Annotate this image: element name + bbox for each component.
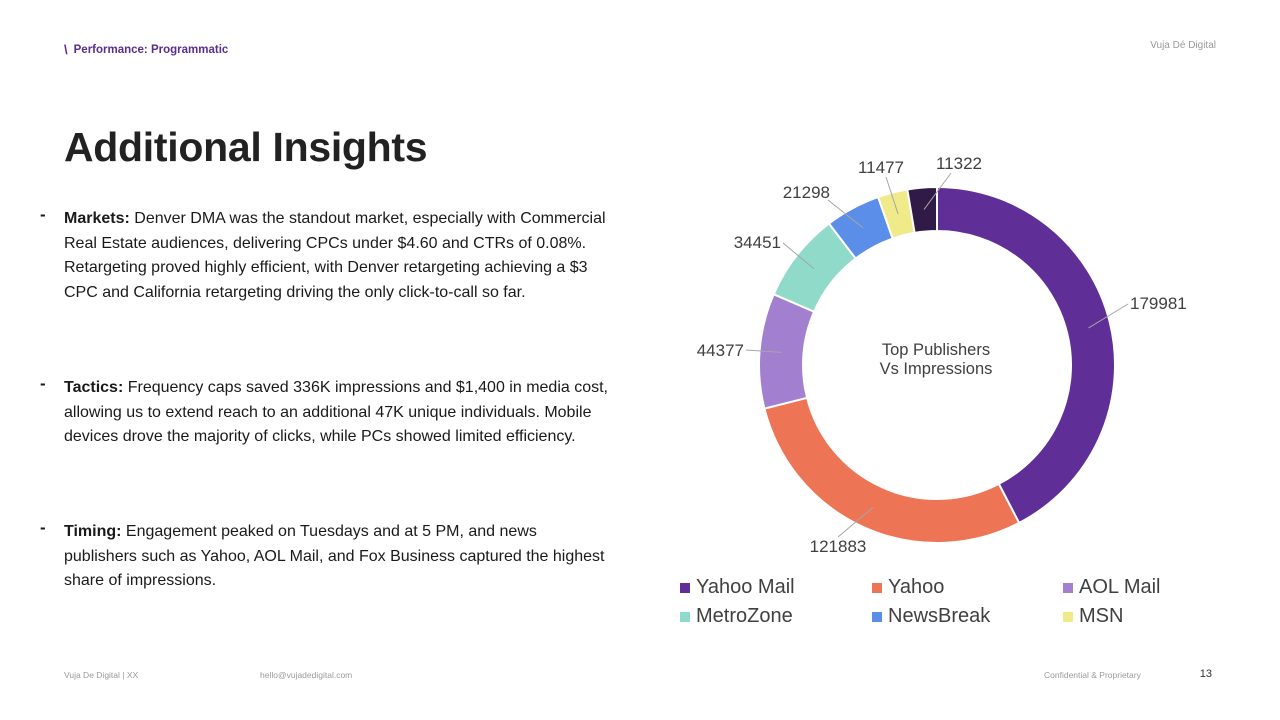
legend-swatch xyxy=(1063,582,1073,593)
bullet-body: Engagement peaked on Tuesdays and at 5 P… xyxy=(64,523,605,589)
data-label-metrozone: 34451 xyxy=(734,233,781,252)
dash-icon: - xyxy=(40,374,46,393)
bullet-timing: - Timing: Engagement peaked on Tuesdays … xyxy=(40,518,610,594)
section-tag: \ Performance: Programmatic xyxy=(64,42,228,57)
data-label-msn: 11477 xyxy=(858,158,904,177)
bullet-body: Frequency caps saved 336K impressions an… xyxy=(64,379,608,445)
leader-line-metrozone xyxy=(782,242,815,270)
legend-item-yahoo-mail: Yahoo Mail xyxy=(680,576,795,599)
legend-item-metrozone: MetroZone xyxy=(680,605,793,628)
bullet-label: Timing: xyxy=(64,523,122,540)
bullet-markets: - Markets: Denver DMA was the standout m… xyxy=(40,205,610,305)
legend-swatch xyxy=(680,582,690,593)
footer-brand: Vuja De Digital | XX xyxy=(64,670,139,680)
legend-item-aol-mail: AOL Mail xyxy=(1063,576,1161,599)
legend-swatch xyxy=(680,611,690,622)
bullet-label: Markets: xyxy=(64,210,130,227)
legend-label: AOL Mail xyxy=(1079,576,1161,598)
section-slash-icon: \ xyxy=(64,42,68,57)
leader-line-aol-mail xyxy=(745,349,782,353)
legend-label: MSN xyxy=(1079,605,1124,627)
data-label-newsbreak: 21298 xyxy=(783,183,830,202)
legend-swatch xyxy=(1063,611,1073,622)
dash-icon: - xyxy=(40,518,46,537)
slices-group xyxy=(758,185,1116,544)
dash-icon: - xyxy=(40,205,46,224)
legend-item-yahoo: Yahoo xyxy=(872,576,944,599)
leader-lines-group xyxy=(745,172,1129,538)
legend-swatch xyxy=(872,611,882,622)
legend-item-msn: MSN xyxy=(1063,605,1123,628)
section-label: Performance: Programmatic xyxy=(73,43,229,56)
data-label-yahoo-mail: 179981 xyxy=(1130,294,1187,313)
bullet-text: Markets: Denver DMA was the standout mar… xyxy=(64,207,610,305)
legend-label: NewsBreak xyxy=(888,605,991,627)
brand-name: Vuja Dé Digital xyxy=(1150,40,1216,51)
legend-label: Yahoo xyxy=(888,576,945,598)
data-label-other: 11322 xyxy=(936,154,982,173)
bullet-tactics: - Tactics: Frequency caps saved 336K imp… xyxy=(40,374,610,450)
legend-swatch xyxy=(872,582,882,593)
leader-line-other xyxy=(923,172,952,210)
page-title: Additional Insights xyxy=(64,124,428,170)
leader-line-newsbreak xyxy=(827,199,864,229)
footer-confidential: Confidential & Proprietary xyxy=(1044,670,1141,680)
slice-yahoo xyxy=(763,396,1021,544)
legend-item-newsbreak: NewsBreak xyxy=(872,605,990,628)
bullet-text: Timing: Engagement peaked on Tuesdays an… xyxy=(64,520,610,594)
slice-yahoo-mail xyxy=(936,185,1116,525)
bullet-label: Tactics: xyxy=(64,379,124,396)
leader-line-yahoo-mail xyxy=(1088,303,1129,329)
legend-label: Yahoo Mail xyxy=(696,576,795,598)
donut-chart: 179981 121883 44377 34451 21298 11477 11322 To… xyxy=(697,154,1187,556)
leader-line-yahoo xyxy=(837,506,874,538)
chart-title-line-1: Top Publishers xyxy=(882,341,990,359)
page-number: 13 xyxy=(1199,668,1212,680)
leader-line-msn xyxy=(885,176,899,215)
data-label-yahoo: 121883 xyxy=(810,537,867,556)
data-label-aol-mail: 44377 xyxy=(697,341,744,360)
legend-label: MetroZone xyxy=(696,605,793,627)
slice-labels-group: 179981 121883 44377 34451 21298 11477 11322 xyxy=(697,154,1187,556)
bullet-text: Tactics: Frequency caps saved 336K impre… xyxy=(64,376,610,450)
chart-title-line-2: Vs Impressions xyxy=(880,360,993,378)
slice-other xyxy=(906,185,938,235)
bullet-body: Denver DMA was the standout market, espe… xyxy=(64,210,606,301)
footer-email[interactable]: hello@vujadedigital.com xyxy=(260,670,353,680)
